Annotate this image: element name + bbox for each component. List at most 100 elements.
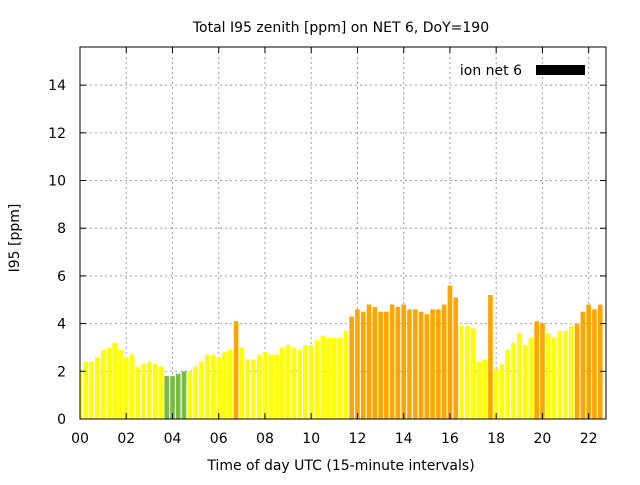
bar (187, 371, 193, 419)
bar (436, 309, 441, 419)
bar (285, 345, 291, 419)
x-tick-label: 14 (395, 431, 413, 447)
bars (80, 285, 603, 419)
x-tick-label: 06 (210, 431, 228, 447)
x-tick-label: 00 (71, 431, 89, 447)
bar (256, 354, 262, 419)
bar (314, 340, 320, 419)
bar (401, 304, 407, 419)
bar (528, 337, 534, 419)
bar (551, 337, 557, 419)
plot-frame (79, 46, 607, 420)
bar (453, 297, 459, 419)
bar (395, 306, 401, 419)
bar (470, 328, 476, 419)
bar (233, 321, 239, 419)
bar (291, 347, 297, 419)
bar (251, 359, 256, 419)
bar (147, 361, 152, 419)
bar (366, 304, 372, 419)
bar (239, 347, 245, 419)
bar (199, 361, 204, 419)
bar (505, 349, 511, 419)
bar (441, 304, 447, 419)
bar (488, 295, 493, 419)
bar (418, 311, 424, 419)
bar (407, 309, 412, 419)
bar (181, 371, 187, 419)
bar (459, 326, 464, 419)
y-tick-label: 4 (57, 317, 66, 333)
bar (274, 354, 279, 419)
bar (100, 349, 106, 419)
y-tick-label: 14 (48, 78, 66, 94)
y-tick-label: 12 (48, 126, 66, 142)
bar (123, 357, 129, 419)
bar (164, 376, 170, 419)
bar (378, 311, 383, 419)
bar (141, 364, 146, 419)
bar (158, 366, 164, 419)
bar (129, 354, 135, 419)
bar (337, 337, 343, 419)
bar (118, 349, 123, 419)
bar (360, 311, 366, 419)
bar (210, 354, 216, 419)
bar (320, 335, 326, 419)
bar (106, 347, 112, 419)
y-axis-title: I95 [ppm] (7, 204, 23, 273)
x-tick-label: 08 (256, 431, 274, 447)
bar (83, 361, 89, 419)
bar (586, 304, 591, 419)
bar (389, 304, 395, 419)
chart-title: Total I95 zenith [ppm] on NET 6, DoY=190 (192, 20, 489, 36)
bar (152, 364, 158, 419)
bar (592, 309, 597, 419)
bar (482, 359, 487, 419)
bar (193, 366, 198, 419)
legend-label: ion net 6 (460, 63, 522, 79)
bar (135, 366, 141, 419)
bar (464, 326, 470, 419)
bar (227, 349, 233, 419)
bar (326, 337, 331, 419)
bar (89, 361, 94, 419)
bar (303, 345, 308, 419)
bar (112, 342, 117, 419)
bar (493, 368, 499, 419)
bar (262, 352, 268, 419)
bar (563, 330, 568, 419)
bar (430, 309, 435, 419)
x-tick-label: 16 (441, 431, 459, 447)
y-tick-label: 0 (57, 412, 66, 428)
y-tick-label: 2 (57, 364, 66, 380)
bar (175, 373, 181, 419)
bar (522, 345, 528, 419)
bar (372, 306, 378, 419)
bar (355, 309, 360, 419)
y-tick-label: 8 (57, 221, 66, 237)
x-tick-label: 12 (349, 431, 367, 447)
x-tick-label: 20 (534, 431, 552, 447)
y-tick-label: 6 (57, 269, 66, 285)
bar (349, 316, 354, 419)
bar (332, 337, 337, 419)
axes (79, 46, 607, 420)
x-tick-label: 10 (302, 431, 320, 447)
bar (511, 342, 516, 419)
bar (580, 311, 586, 419)
legend-swatch (536, 65, 585, 75)
x-tick-label: 18 (487, 431, 505, 447)
bar (516, 333, 522, 419)
bar (540, 323, 545, 419)
x-axis-title: Time of day UTC (15-minute intervals) (206, 458, 474, 474)
bar (557, 330, 563, 419)
x-tick-label: 02 (117, 431, 135, 447)
bar (534, 321, 539, 419)
bar (412, 309, 418, 419)
bar (80, 368, 83, 419)
bar (499, 364, 505, 419)
